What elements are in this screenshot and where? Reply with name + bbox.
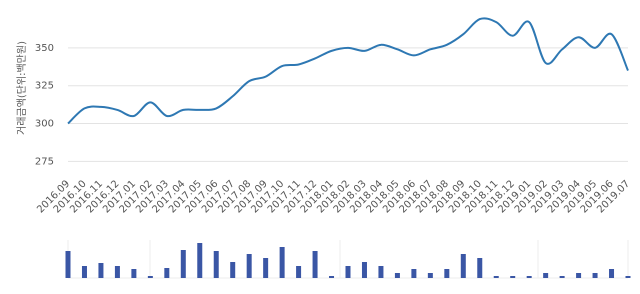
volume-bar bbox=[81, 266, 87, 278]
volume-bar bbox=[394, 273, 400, 278]
volume-bar bbox=[147, 276, 153, 278]
volume-bar bbox=[197, 243, 203, 278]
volume-bar bbox=[427, 273, 433, 278]
y-tick-label: 275 bbox=[35, 156, 54, 167]
volume-bar bbox=[526, 276, 532, 278]
volume-bar bbox=[576, 273, 582, 278]
volume-bar bbox=[378, 266, 384, 278]
volume-bar bbox=[114, 266, 120, 278]
volume-bar bbox=[213, 251, 219, 278]
volume-bar bbox=[543, 273, 549, 278]
volume-bar bbox=[296, 266, 302, 278]
volume-bar bbox=[279, 247, 285, 278]
volume-bar bbox=[477, 258, 483, 278]
volume-bar bbox=[411, 269, 417, 278]
volume-bar bbox=[263, 258, 269, 278]
volume-bar bbox=[230, 262, 236, 278]
y-tick-label: 350 bbox=[35, 43, 54, 54]
volume-bar bbox=[164, 268, 170, 278]
volume-bar bbox=[65, 251, 71, 278]
volume-bar bbox=[246, 254, 252, 278]
y-tick-label: 325 bbox=[35, 81, 54, 92]
volume-bar bbox=[180, 250, 186, 278]
volume-bar bbox=[559, 276, 565, 278]
volume-bar bbox=[609, 269, 615, 278]
volume-bar bbox=[329, 276, 335, 278]
y-axis-label: 거래금액(단위:백만원) bbox=[15, 41, 28, 135]
volume-bar bbox=[312, 251, 318, 278]
volume-bar bbox=[98, 263, 104, 278]
volume-bar bbox=[493, 276, 499, 278]
volume-bar bbox=[361, 262, 367, 278]
y-tick-label: 300 bbox=[35, 119, 54, 130]
price-line bbox=[67, 17, 629, 125]
volume-bar bbox=[625, 276, 631, 278]
volume-bar bbox=[131, 269, 137, 278]
volume-bar bbox=[345, 266, 351, 278]
volume-bar bbox=[444, 269, 450, 278]
volume-bar bbox=[510, 276, 516, 278]
volume-bar bbox=[592, 273, 598, 278]
volume-bar bbox=[460, 254, 466, 278]
